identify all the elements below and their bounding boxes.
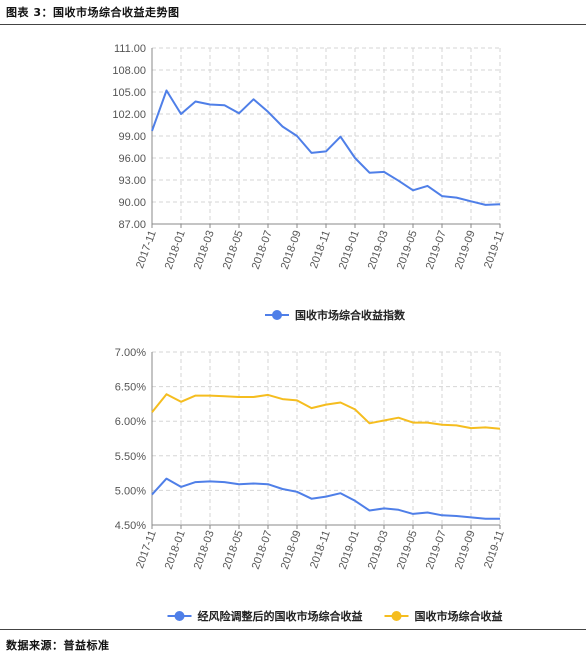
x-tick-label: 2019-09 (453, 529, 478, 571)
y-tick-label: 96.00 (118, 153, 146, 165)
y-tick-label: 111.00 (114, 43, 146, 55)
series-line (151, 477, 500, 520)
x-tick-label: 2019-07 (424, 229, 449, 271)
x-tick-label: 2018-05 (221, 529, 246, 571)
x-tick-label: 2018-03 (192, 529, 217, 571)
x-tick-label: 2018-11 (308, 229, 333, 270)
title-rule (0, 24, 586, 25)
legend-label: 国收市场综合收益 (415, 609, 503, 623)
x-tick-label: 2018-11 (308, 529, 333, 570)
source-rule (0, 629, 586, 630)
x-tick-label: 2019-05 (395, 529, 420, 571)
y-tick-label: 6.50% (115, 382, 146, 394)
x-tick-label: 2019-07 (424, 529, 449, 571)
legend-item[interactable]: 国收市场综合收益指数 (265, 308, 406, 322)
x-tick-label: 2019-01 (337, 229, 362, 271)
x-tick-label: 2018-07 (250, 529, 275, 571)
x-tick-label: 2017-11 (134, 229, 159, 270)
x-tick-label: 2019-05 (395, 229, 420, 271)
index-line-chart: 111.00 108.00 105.00 102.00 99.00 96.00 93.00 9… (112, 43, 507, 322)
y-tick-label: 7.00% (115, 347, 146, 359)
x-tick-label: 2018-05 (221, 229, 246, 271)
x-tick-label: 2018-09 (279, 529, 304, 571)
x-tick-label: 2019-03 (366, 229, 391, 271)
legend-item[interactable]: 国收市场综合收益 (384, 609, 503, 623)
yield-line-chart: 7.00%6.50%6.00%5.50%5.00%4.50%2017-11 201… (115, 347, 507, 623)
legend-marker-icon (174, 611, 185, 621)
x-tick-label: 2018-01 (163, 529, 188, 571)
x-tick-label: 2019-11 (482, 229, 507, 270)
legend-label: 经风险调整后的国收市场综合收益 (198, 609, 363, 623)
y-tick-label: 6.00% (115, 416, 146, 428)
y-tick-label: 4.50% (115, 520, 146, 532)
y-tick-label: 99.00 (118, 131, 146, 143)
source-note: 数据来源：普益标准 (6, 639, 110, 652)
y-tick-label: 93.00 (118, 175, 146, 187)
legend-marker-icon (391, 611, 402, 621)
y-tick-label: 102.00 (112, 109, 146, 121)
series-line (151, 393, 501, 430)
y-tick-label: 5.00% (115, 485, 146, 497)
x-tick-label: 2019-09 (453, 229, 478, 271)
legend-item[interactable]: 经风险调整后的国收市场综合收益 (167, 609, 363, 623)
x-tick-label: 2017-11 (134, 529, 159, 570)
y-tick-label: 5.50% (115, 451, 146, 463)
x-tick-label: 2018-09 (279, 229, 304, 271)
y-tick-label: 87.00 (118, 219, 146, 231)
x-tick-label: 2018-01 (163, 229, 188, 271)
y-tick-label: 108.00 (112, 65, 146, 77)
x-tick-label: 2018-03 (192, 229, 217, 271)
y-tick-label: 105.00 (112, 87, 146, 99)
x-tick-label: 2019-03 (366, 529, 391, 571)
series-line (151, 89, 501, 206)
x-tick-label: 2019-01 (337, 529, 362, 571)
figure-title: 图表 3：国收市场综合收益走势图 (6, 6, 180, 19)
x-tick-label: 2019-11 (482, 529, 507, 570)
legend-marker-icon (272, 310, 282, 320)
y-tick-label: 90.00 (118, 197, 146, 209)
legend-label: 国收市场综合收益指数 (295, 308, 406, 322)
x-tick-label: 2018-07 (250, 229, 275, 271)
